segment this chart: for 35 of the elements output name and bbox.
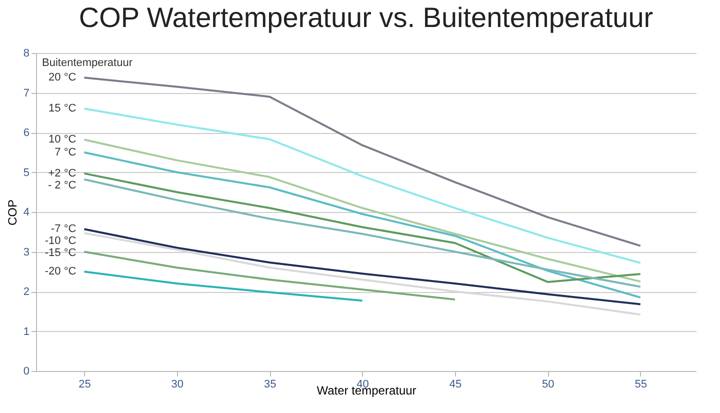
series-label: -15 °C bbox=[44, 246, 76, 259]
x-tick-label: 25 bbox=[78, 378, 91, 390]
line-series bbox=[83, 250, 456, 300]
y-tick-label: 8 bbox=[23, 48, 30, 60]
line-series bbox=[83, 270, 364, 302]
series-label: -7 °C bbox=[51, 223, 76, 236]
x-tick-label: 55 bbox=[634, 378, 648, 390]
y-tick-label: 7 bbox=[23, 87, 30, 100]
legend-title: Buitentemperatuur bbox=[42, 57, 133, 69]
y-tick-label: 3 bbox=[23, 246, 30, 258]
series-label: - 2 °C bbox=[48, 179, 76, 192]
series-label: -20 °C bbox=[44, 266, 76, 278]
y-tick-label: 2 bbox=[23, 286, 30, 298]
line-series bbox=[83, 228, 642, 306]
y-tick-label: 5 bbox=[23, 166, 30, 179]
x-tick-label: 45 bbox=[449, 378, 462, 390]
y-axis-title: COP bbox=[5, 199, 20, 226]
line-series bbox=[83, 138, 642, 283]
series-label: +2 °C bbox=[48, 167, 76, 180]
line-series bbox=[83, 151, 642, 298]
series-label: 10 °C bbox=[48, 134, 76, 146]
x-tick-label: 30 bbox=[171, 378, 184, 390]
y-tick-label: 4 bbox=[23, 206, 30, 218]
line-series bbox=[83, 76, 642, 247]
y-tick-label: 1 bbox=[23, 326, 30, 338]
series-label: -10 °C bbox=[44, 235, 76, 248]
x-tick-label: 35 bbox=[264, 378, 276, 390]
line-series bbox=[83, 108, 642, 264]
y-tick-label: 6 bbox=[23, 127, 30, 139]
chart-title: COP Watertemperatuur vs. Buitentemperatuur bbox=[78, 2, 654, 33]
series-label: 7 °C bbox=[54, 146, 76, 158]
x-tick-label: 50 bbox=[542, 378, 554, 390]
series-label: 15 °C bbox=[48, 102, 76, 115]
series-label: 20 °C bbox=[48, 72, 76, 84]
y-tick-label: 0 bbox=[23, 366, 30, 378]
